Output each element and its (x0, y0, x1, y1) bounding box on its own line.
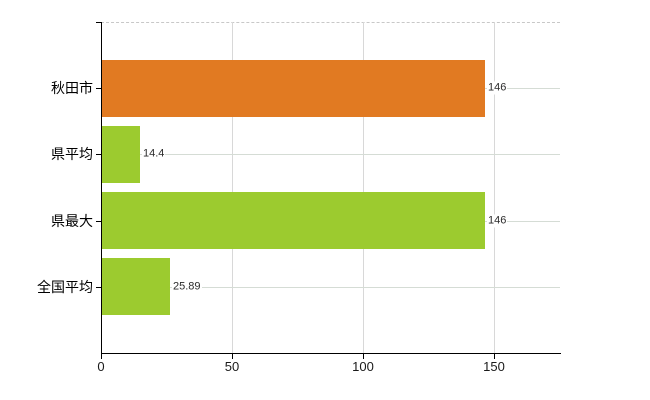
bar (102, 60, 485, 117)
category-tick (96, 88, 101, 89)
x-axis-tick (232, 354, 233, 359)
category-tick (96, 221, 101, 222)
bar-value-label: 14.4 (142, 147, 166, 161)
bar-value-label: 25.89 (172, 280, 202, 294)
bar (102, 258, 170, 315)
y-axis-top-tick (96, 22, 101, 23)
y-axis-line (101, 22, 102, 354)
category-gridline (101, 287, 560, 288)
category-label: 県最大 (51, 213, 93, 229)
x-tick-label: 150 (483, 359, 505, 374)
category-label: 県平均 (51, 146, 93, 162)
top-boundary-gridline (101, 22, 560, 23)
category-label: 全国平均 (37, 279, 93, 295)
vertical-gridline (363, 22, 364, 353)
bar-value-label: 146 (487, 214, 508, 228)
category-gridline (101, 154, 560, 155)
x-axis-tick (363, 354, 364, 359)
bar-value-label: 146 (487, 81, 508, 95)
vertical-gridline (232, 22, 233, 353)
x-tick-label: 0 (97, 359, 105, 374)
vertical-gridline (494, 22, 495, 353)
x-axis-line (101, 353, 561, 354)
category-tick (96, 154, 101, 155)
bar (102, 192, 485, 249)
x-tick-label: 50 (224, 359, 240, 374)
plot-area: 146 14.4 146 25.89 (101, 22, 560, 353)
category-label: 秋田市 (51, 80, 93, 96)
bar (102, 126, 140, 183)
x-axis-tick (494, 354, 495, 359)
category-tick (96, 287, 101, 288)
x-axis-tick (101, 354, 102, 359)
x-tick-label: 100 (352, 359, 374, 374)
